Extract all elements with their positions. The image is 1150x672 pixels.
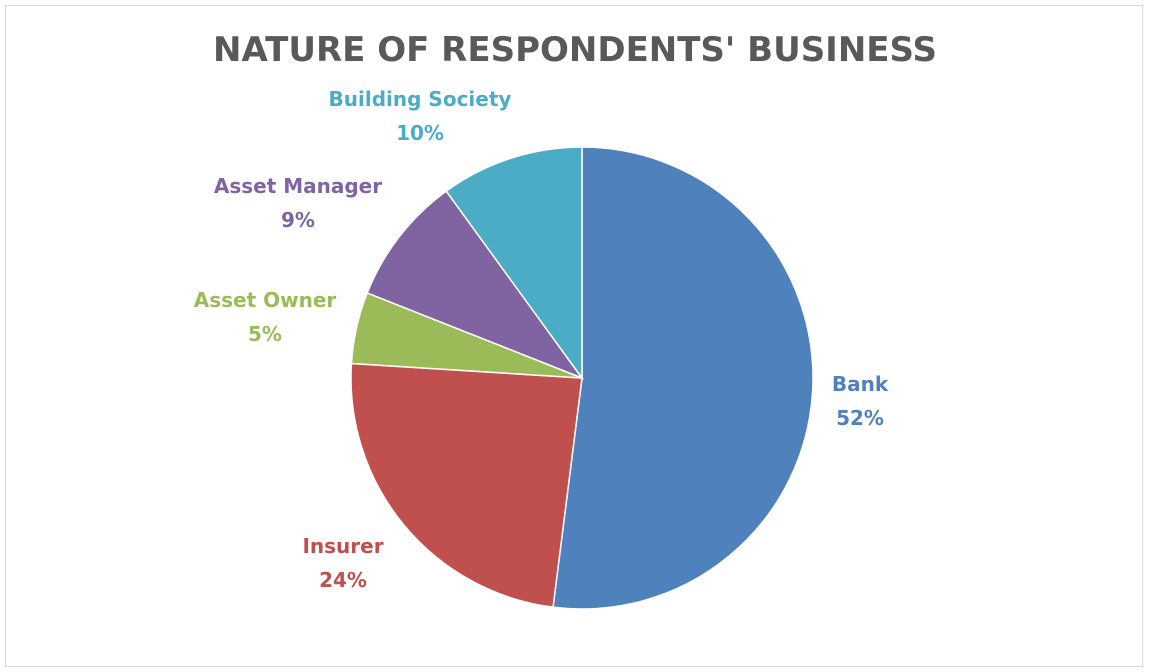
pie-slice-insurer [350, 362, 583, 609]
data-label-value-bank: 52% [836, 406, 884, 430]
data-label-name-asset-owner: Asset Owner [194, 288, 337, 312]
data-labels: Bank 52% Insurer 24% Asset Owner 5% Asset Mana… [194, 87, 889, 592]
pie-slices [350, 146, 814, 610]
data-label-name-building-society: Building Society [329, 87, 512, 111]
data-label-name-insurer: Insurer [302, 534, 383, 558]
data-label-value-asset-owner: 5% [248, 322, 282, 346]
data-label-value-asset-manager: 9% [281, 208, 315, 232]
data-label-value-insurer: 24% [319, 568, 367, 592]
chart-title: NATURE OF RESPONDENTS' BUSINESS [213, 30, 937, 70]
pie-slice-building-society [445, 146, 583, 381]
data-label-name-asset-manager: Asset Manager [214, 174, 382, 198]
data-label-value-building-society: 10% [396, 121, 444, 145]
pie-slice-bank [552, 146, 814, 610]
data-label-name-bank: Bank [832, 372, 889, 396]
pie-slice-asset-manager [366, 190, 585, 380]
